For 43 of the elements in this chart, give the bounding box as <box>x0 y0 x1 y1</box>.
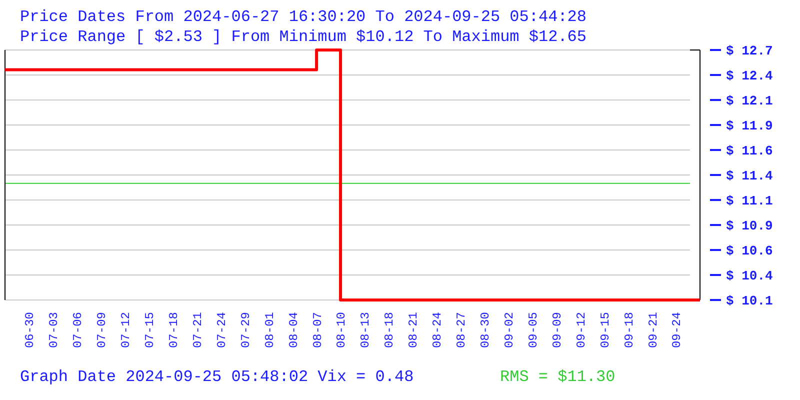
y-tick-label: $ 11.4 <box>726 168 774 184</box>
y-tick-label: $ 12.7 <box>726 44 773 59</box>
x-tick-label: 07-29 <box>238 312 253 348</box>
x-tick-label: 07-09 <box>95 312 110 348</box>
y-tick-label: $ 11.9 <box>726 118 774 134</box>
x-tick-label: 09-15 <box>598 312 612 348</box>
y-tick-label: $ 12.1 <box>726 94 774 109</box>
x-tick-label: 08-21 <box>406 312 421 348</box>
y-tick-label: $ 10.4 <box>726 268 774 284</box>
y-tick-label: $ 10.6 <box>726 244 774 259</box>
x-tick-label: 08-13 <box>358 312 373 348</box>
y-tick-label: $ 11.6 <box>726 144 774 159</box>
x-tick-label: 07-06 <box>71 312 86 348</box>
x-tick-label: 07-24 <box>214 312 229 348</box>
x-tick-label: 09-02 <box>502 312 516 348</box>
x-tick-label: 07-03 <box>47 312 62 348</box>
x-tick-label: 06-30 <box>23 312 38 348</box>
x-tick-label: 09-09 <box>550 312 564 348</box>
x-tick-label: 07-18 <box>166 312 181 348</box>
x-tick-label: 09-05 <box>526 312 540 348</box>
x-tick-label: 07-15 <box>142 312 157 348</box>
chart-title: Price Dates From 2024-06-27 16:30:20 To 2024-09-25 05:44:28 <box>20 8 586 26</box>
x-tick-label: 09-24 <box>670 312 684 348</box>
text: Graph Date 2024-09-25 05:48:02 Vix = 0.48 <box>20 368 414 386</box>
x-tick-label: 08-27 <box>454 312 469 348</box>
x-tick-label: 07-12 <box>119 312 134 348</box>
x-tick-label: 09-21 <box>646 312 660 348</box>
x-tick-label: 09-18 <box>622 312 636 348</box>
x-tick-label: 08-18 <box>382 312 397 348</box>
y-tick-label: $ 11.1 <box>726 194 774 209</box>
x-tick-label: 07-21 <box>190 312 205 348</box>
x-tick-label: 08-10 <box>334 312 349 348</box>
y-tick-label: $ 10.1 <box>726 294 774 309</box>
ref-line-label: RMS = $11.30 <box>500 368 616 386</box>
x-tick-label: 08-07 <box>310 312 325 348</box>
y-tick-label: $ 12.4 <box>726 68 774 84</box>
y-tick-label: $ 10.9 <box>726 218 774 234</box>
x-tick-label: 08-01 <box>262 312 277 348</box>
x-tick-label: 09-12 <box>574 312 588 348</box>
x-tick-label: 08-30 <box>478 312 493 348</box>
x-tick-label: 08-24 <box>430 312 445 348</box>
chart-subtitle: Price Range [ $2.53 ] From Minimum $10.12 To Maximum $12.65 <box>20 28 586 46</box>
x-tick-label: 08-04 <box>286 312 301 348</box>
